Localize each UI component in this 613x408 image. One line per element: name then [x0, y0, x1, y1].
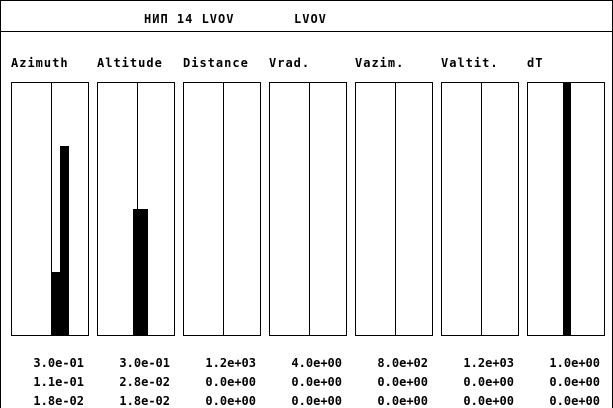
gauge-bar-dt: [563, 83, 571, 335]
value-vrad-row2: 0.0e+00: [291, 375, 342, 389]
value-distance-row1: 1.2e+03: [205, 356, 256, 370]
value-vrad-row3: 0.0e+00: [291, 394, 342, 408]
gauge-panel-vrad: [269, 82, 347, 336]
value-distance-row2: 0.0e+00: [205, 375, 256, 389]
value-valtit-row3: 0.0e+00: [463, 394, 514, 408]
gauge-bar-altitude: [133, 209, 148, 335]
column-label-azimuth: Azimuth: [11, 56, 69, 70]
value-azimuth-row3: 1.8e-02: [33, 394, 84, 408]
column-label-dt: dT: [527, 56, 544, 70]
value-altitude-row2: 2.8e-02: [119, 375, 170, 389]
value-valtit-row1: 1.2e+03: [463, 356, 514, 370]
frame-top-line: [0, 0, 613, 1]
gauge-panel-dt: [527, 82, 605, 336]
column-label-valtit: Valtit.: [441, 56, 499, 70]
value-azimuth-row2: 1.1e-01: [33, 375, 84, 389]
gauge-panel-vazim: [355, 82, 433, 336]
gauge-bar-azimuth: [60, 146, 69, 335]
value-dt-row3: 0.0e+00: [549, 394, 600, 408]
value-altitude-row3: 1.8e-02: [119, 394, 170, 408]
gauge-panel-azimuth: [11, 82, 89, 336]
gauge-center-line: [309, 83, 310, 335]
station-title: НИП 14 LVOV: [144, 12, 235, 26]
value-valtit-row2: 0.0e+00: [463, 375, 514, 389]
value-dt-row1: 1.0e+00: [549, 356, 600, 370]
gauge-panel-valtit: [441, 82, 519, 336]
value-vazim-row1: 8.0e+02: [377, 356, 428, 370]
column-label-vrad: Vrad.: [269, 56, 311, 70]
value-dt-row2: 0.0e+00: [549, 375, 600, 389]
value-vazim-row2: 0.0e+00: [377, 375, 428, 389]
gauge-center-line: [223, 83, 224, 335]
value-altitude-row1: 3.0e-01: [119, 356, 170, 370]
column-label-vazim: Vazim.: [355, 56, 405, 70]
site-title: LVOV: [294, 12, 327, 26]
gauge-center-line: [395, 83, 396, 335]
frame-left-line: [0, 0, 1, 408]
value-vazim-row3: 0.0e+00: [377, 394, 428, 408]
gauge-bar-azimuth: [51, 272, 61, 335]
value-vrad-row1: 4.0e+00: [291, 356, 342, 370]
gauge-center-line: [51, 83, 52, 335]
column-label-altitude: Altitude: [97, 56, 163, 70]
value-azimuth-row1: 3.0e-01: [33, 356, 84, 370]
header-separator: [0, 31, 613, 32]
gauge-panel-distance: [183, 82, 261, 336]
column-label-distance: Distance: [183, 56, 249, 70]
gauge-panel-altitude: [97, 82, 175, 336]
value-distance-row3: 0.0e+00: [205, 394, 256, 408]
gauge-center-line: [481, 83, 482, 335]
